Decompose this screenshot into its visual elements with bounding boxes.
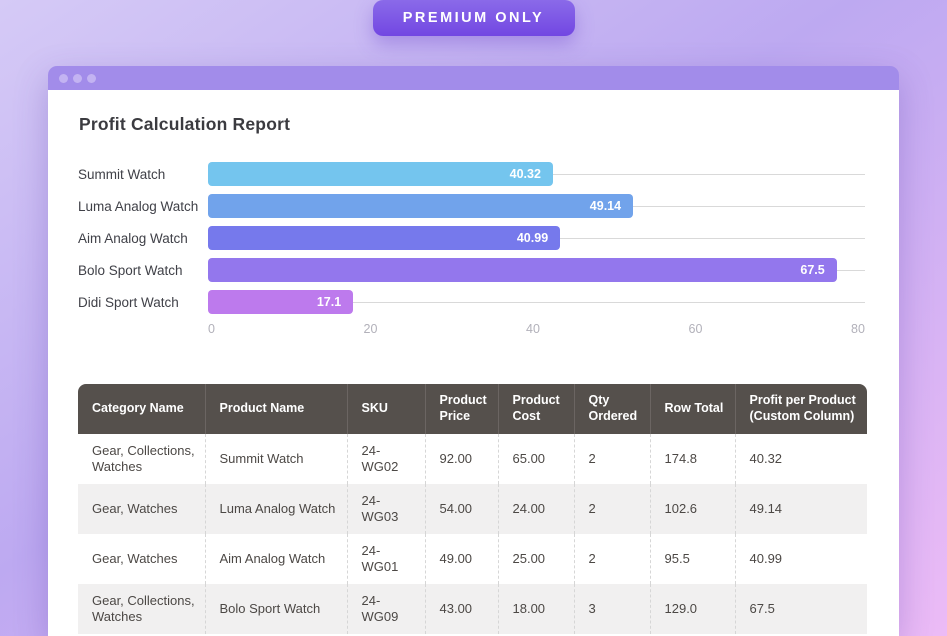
table-cell: Aim Analog Watch bbox=[205, 534, 347, 584]
table-cell: 2 bbox=[574, 434, 650, 484]
bar-track: 17.1 bbox=[208, 290, 865, 314]
table-header-cell: Row Total bbox=[650, 384, 735, 434]
table-cell: 2 bbox=[574, 484, 650, 534]
table-cell: Gear, Watches bbox=[78, 534, 205, 584]
table-cell: 129.0 bbox=[650, 584, 735, 634]
table-cell: Luma Analog Watch bbox=[205, 484, 347, 534]
table-header-cell: SKU bbox=[347, 384, 425, 434]
table-cell: 95.5 bbox=[650, 534, 735, 584]
bar-label: Summit Watch bbox=[78, 167, 208, 182]
table-row: Gear, Collections, WatchesSummit Watch24… bbox=[78, 434, 867, 484]
bar-value-label: 49.14 bbox=[590, 199, 621, 213]
bar: 40.99 bbox=[208, 226, 560, 250]
table-header-cell: Product Price bbox=[425, 384, 498, 434]
table-cell: 40.32 bbox=[735, 434, 867, 484]
premium-only-badge: PREMIUM ONLY bbox=[373, 0, 575, 36]
x-axis-tick-label: 20 bbox=[364, 322, 378, 336]
table-header-cell: Qty Ordered bbox=[574, 384, 650, 434]
bar-track: 49.14 bbox=[208, 194, 865, 218]
table-row: Gear, WatchesLuma Analog Watch24-WG0354.… bbox=[78, 484, 867, 534]
bar: 67.5 bbox=[208, 258, 837, 282]
table-cell: 24-WG09 bbox=[347, 584, 425, 634]
bar-chart: Summit Watch 40.32 Luma Analog Watch 49.14 A… bbox=[78, 162, 865, 314]
table-header-row: Category NameProduct NameSKUProduct Pric… bbox=[78, 384, 867, 434]
table-cell: Gear, Collections, Watches bbox=[78, 584, 205, 634]
table-row: Gear, WatchesAim Analog Watch24-WG0149.0… bbox=[78, 534, 867, 584]
table-cell: Gear, Collections, Watches bbox=[78, 434, 205, 484]
bar: 49.14 bbox=[208, 194, 633, 218]
x-axis-tick-label: 0 bbox=[208, 322, 215, 336]
bar-value-label: 67.5 bbox=[800, 263, 824, 277]
bar-track: 67.5 bbox=[208, 258, 865, 282]
bar-label: Bolo Sport Watch bbox=[78, 263, 208, 278]
table-cell: 54.00 bbox=[425, 484, 498, 534]
bar: 40.32 bbox=[208, 162, 553, 186]
table-cell: 25.00 bbox=[498, 534, 574, 584]
table-header-cell: Product Name bbox=[205, 384, 347, 434]
window-dot-icon bbox=[73, 74, 82, 83]
bar-row: Didi Sport Watch 17.1 bbox=[78, 290, 865, 314]
bar-label: Luma Analog Watch bbox=[78, 199, 208, 214]
table-cell: 24.00 bbox=[498, 484, 574, 534]
x-axis-tick-label: 80 bbox=[851, 322, 865, 336]
table-cell: 174.8 bbox=[650, 434, 735, 484]
table-cell: 65.00 bbox=[498, 434, 574, 484]
bar-row: Bolo Sport Watch 67.5 bbox=[78, 258, 865, 282]
x-axis-tick-label: 60 bbox=[689, 322, 703, 336]
table-cell: 24-WG03 bbox=[347, 484, 425, 534]
x-axis-ticks: 0 20 40 60 80 bbox=[208, 322, 865, 336]
table-body: Gear, Collections, WatchesSummit Watch24… bbox=[78, 434, 867, 634]
table-cell: 49.14 bbox=[735, 484, 867, 534]
bar-track: 40.32 bbox=[208, 162, 865, 186]
window-dot-icon bbox=[87, 74, 96, 83]
table-cell: 2 bbox=[574, 534, 650, 584]
bar-track: 40.99 bbox=[208, 226, 865, 250]
table-header-cell: Product Cost bbox=[498, 384, 574, 434]
window-titlebar bbox=[48, 66, 899, 90]
bar-value-label: 40.32 bbox=[510, 167, 541, 181]
bar-value-label: 40.99 bbox=[517, 231, 548, 245]
bar-label: Aim Analog Watch bbox=[78, 231, 208, 246]
report-window: Profit Calculation Report Summit Watch 40… bbox=[48, 66, 899, 636]
table-cell: Summit Watch bbox=[205, 434, 347, 484]
bar-row: Aim Analog Watch 40.99 bbox=[78, 226, 865, 250]
bar-value-label: 17.1 bbox=[317, 295, 341, 309]
table-row: Gear, Collections, WatchesBolo Sport Wat… bbox=[78, 584, 867, 634]
bar-row: Luma Analog Watch 49.14 bbox=[78, 194, 865, 218]
table-cell: Gear, Watches bbox=[78, 484, 205, 534]
table-cell: 24-WG02 bbox=[347, 434, 425, 484]
table-cell: Bolo Sport Watch bbox=[205, 584, 347, 634]
table-cell: 24-WG01 bbox=[347, 534, 425, 584]
bar: 17.1 bbox=[208, 290, 353, 314]
table-cell: 18.00 bbox=[498, 584, 574, 634]
table-header-cell: Category Name bbox=[78, 384, 205, 434]
page-title: Profit Calculation Report bbox=[79, 114, 899, 135]
window-dot-icon bbox=[59, 74, 68, 83]
bar-label: Didi Sport Watch bbox=[78, 295, 208, 310]
table-cell: 67.5 bbox=[735, 584, 867, 634]
table-cell: 40.99 bbox=[735, 534, 867, 584]
table-cell: 3 bbox=[574, 584, 650, 634]
table-cell: 49.00 bbox=[425, 534, 498, 584]
report-table: Category NameProduct NameSKUProduct Pric… bbox=[78, 384, 867, 634]
table-cell: 102.6 bbox=[650, 484, 735, 534]
page-background: PREMIUM ONLY Profit Calculation Report S… bbox=[0, 0, 947, 636]
x-axis-tick-label: 40 bbox=[526, 322, 540, 336]
bar-row: Summit Watch 40.32 bbox=[78, 162, 865, 186]
table-header-cell: Profit per Product (Custom Column) bbox=[735, 384, 867, 434]
table-cell: 92.00 bbox=[425, 434, 498, 484]
table-cell: 43.00 bbox=[425, 584, 498, 634]
window-content: Profit Calculation Report Summit Watch 40… bbox=[48, 90, 899, 636]
